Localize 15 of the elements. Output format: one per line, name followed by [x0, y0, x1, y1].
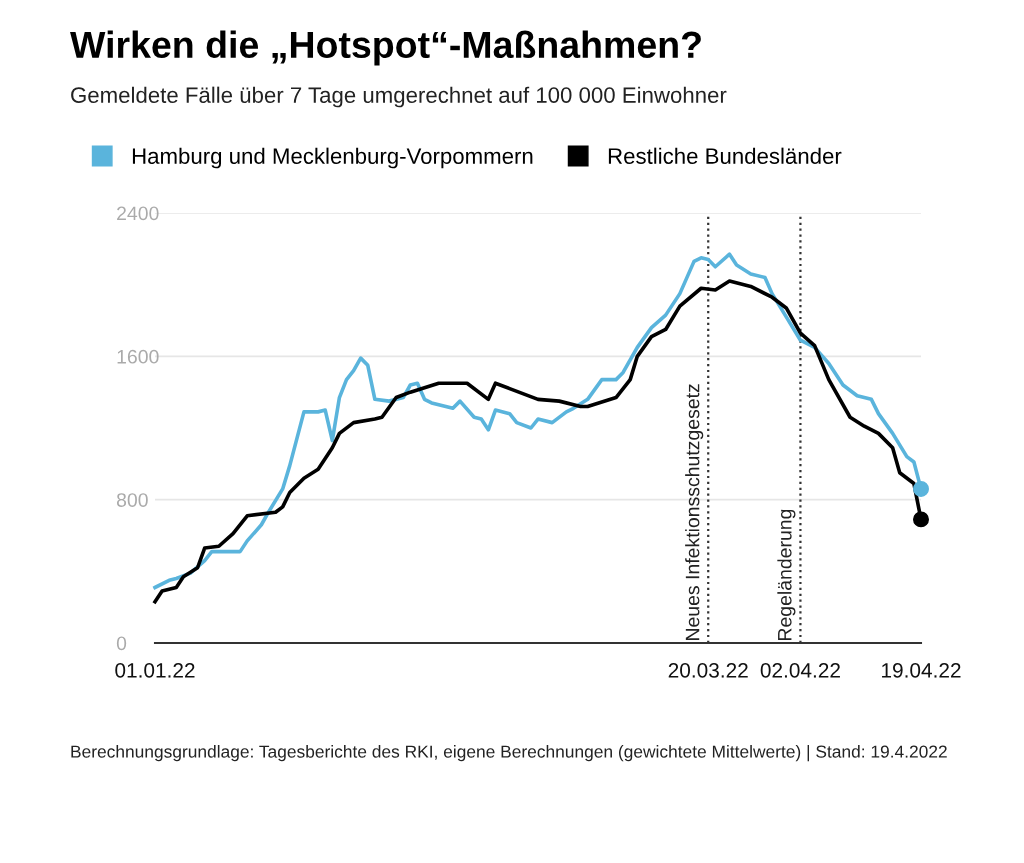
y-tick-label: 1600 — [117, 349, 159, 364]
x-tick-label: 19.04.22 — [882, 662, 961, 678]
y-tick-label: 800 — [116, 493, 148, 507]
legend-label: Restliche Bundesländer — [608, 147, 842, 164]
chart-subtitle: Gemeldete Fälle über 7 Tage umgerechnet auf 100 000 Einwohner — [71, 86, 727, 108]
x-tick-label: 01.01.22 — [115, 662, 195, 678]
y-tick-label: 0 — [116, 636, 127, 651]
ref-line-label: Regeländerung — [777, 509, 796, 640]
ref-line-label: Neues Infektionsschutzgesetz — [685, 384, 704, 640]
x-tick-label: 02.04.22 — [760, 662, 840, 678]
chart-title: Wirken die „Hotspot“-Maßnahmen? — [70, 30, 701, 66]
legend-label: Hamburg und Mecklenburg-Vorpommern — [132, 147, 533, 169]
x-tick-label: 20.03.22 — [668, 662, 748, 678]
y-tick-label: 2400 — [117, 206, 159, 221]
text: Berechnungsgrundlage: Tagesberichte des RKI, eigene Berechnungen (gewichtete Mittelwerte) | Stand: 19.4.2022 — [71, 745, 947, 762]
